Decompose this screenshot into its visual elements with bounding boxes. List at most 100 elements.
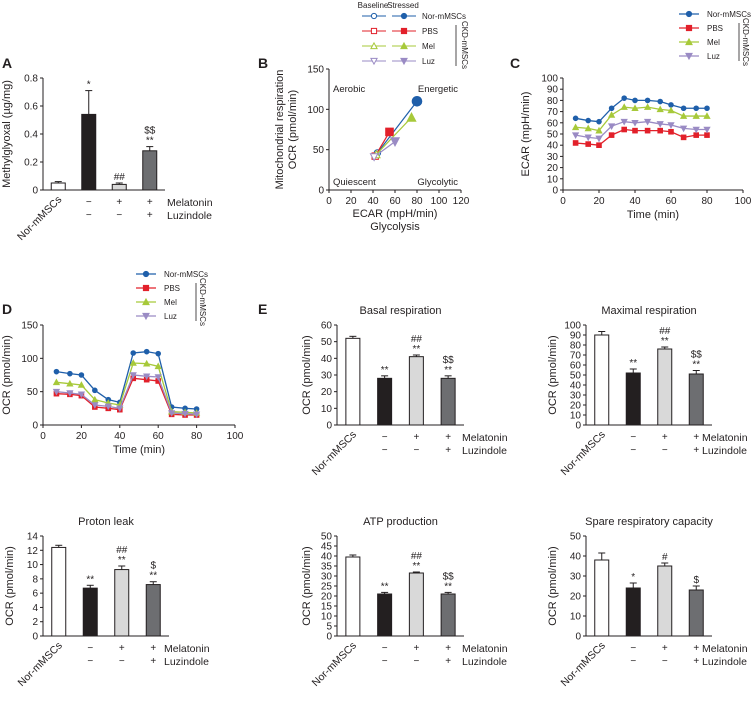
panel-e2-y-label: OCR (pmol/min) <box>547 335 559 414</box>
panel-e4-treat-luzindole-mark: − <box>413 656 419 667</box>
panel-e4-y-tick-label: 15 <box>321 602 333 613</box>
panel-b-quadrant-aerobic: Aerobic <box>333 84 365 95</box>
panel-e4-bar <box>440 593 456 637</box>
panel-b-baseline-point <box>369 153 379 162</box>
panel-c-y-tick-label: 40 <box>547 141 559 152</box>
panel-e1-treat-melatonin-mark: + <box>413 432 419 443</box>
panel-d-x-tick-label: 40 <box>114 431 126 442</box>
panel-e2-treat-luzindole-mark: − <box>662 445 668 456</box>
panel-b-x-tick-label: 80 <box>411 196 423 207</box>
panel-d-data-point <box>104 403 112 411</box>
panel-d-legend-marker <box>142 297 150 306</box>
panel-d-data-point <box>78 372 85 378</box>
panel-c-data-point <box>667 122 675 129</box>
panel-c-y-tick-label: 60 <box>547 118 559 129</box>
panel-c-data-point <box>703 112 711 119</box>
panel-a-treat-melatonin-mark: + <box>116 197 122 208</box>
panel-b-series-line <box>376 100 418 154</box>
panel-c-data-point <box>704 105 710 112</box>
panel-c-x-tick-label: 60 <box>665 196 677 207</box>
panel-e2-treat-luzindole-mark: − <box>630 445 636 456</box>
panel-b-quadrant-energetic: Energetic <box>418 84 458 95</box>
panel-d-series-line <box>56 351 197 410</box>
panel-e3-treat-luzindole-label: Luzindole <box>164 656 209 668</box>
panel-c-data-point <box>657 98 664 105</box>
panel-e3-bar <box>82 587 98 637</box>
panel-e3-y-label: OCR (pmol/min) <box>4 546 16 625</box>
panel-c-y-tick-label: 0 <box>552 186 558 197</box>
panel-c-data-point <box>596 142 602 148</box>
panel-d-y-tick-label: 100 <box>21 354 38 365</box>
panel-b-legend-header-baseline: Baseline <box>358 1 389 10</box>
panel-b-stressed-point <box>411 95 423 107</box>
panel-d-data-point <box>130 350 137 356</box>
panel-d-data-point <box>77 381 86 388</box>
panel-e3-treat-melatonin-label: Melatonin <box>164 643 210 655</box>
panel-c-data-point <box>643 103 652 110</box>
panel-d-x-label: Time (min) <box>113 444 165 456</box>
panel-e5-bar <box>688 589 704 637</box>
panel-e5-treat-luzindole-label: Luzindole <box>702 656 747 668</box>
panel-e3-treat-luzindole-mark: − <box>87 656 93 667</box>
panel-c-data-point <box>621 126 628 133</box>
panel-b-legend-entry: PBS <box>422 27 438 36</box>
panel-e1-treat-luzindole-mark: − <box>382 445 388 456</box>
panel-d-data-point <box>116 405 124 413</box>
panel-d-data-point <box>92 387 98 394</box>
panel-b-y-tick-label: 50 <box>313 145 325 156</box>
panel-e4-y-tick-label: 25 <box>321 582 333 593</box>
panel-c-data-point <box>571 123 580 131</box>
panel-e1-group-label: Nor-mMSCs <box>310 429 359 478</box>
panel-e4-title: ATP production <box>363 516 438 528</box>
panel-a-treat-melatonin-label: Melatonin <box>167 197 213 209</box>
panel-b-x-tick-label: 100 <box>431 196 448 207</box>
panel-e2-bar <box>688 373 704 426</box>
panel-d-legend-entry: Mel <box>164 298 177 307</box>
panel-c-data-point <box>703 126 711 134</box>
panel-b-y-label: Mitochondrial respiration <box>274 70 286 190</box>
panel-e1-bar <box>345 337 361 426</box>
panel-e3-y-tick-label: 2 <box>32 617 38 628</box>
panel-b-y-tick-label: 150 <box>307 65 324 76</box>
panel-a-treat-luzindole-mark: − <box>116 210 122 221</box>
panel-e3-y-tick-label: 0 <box>32 632 38 643</box>
panel-label-c: C <box>510 55 520 71</box>
panel-c-data-point <box>704 132 710 138</box>
panel-e4-treat-luzindole-mark: + <box>445 656 451 667</box>
panel-c-data-point <box>679 112 688 119</box>
panel-a-y-tick-label: 0 <box>32 186 38 197</box>
panel-e4-y-tick-label: 20 <box>321 592 333 603</box>
panel-b-legend-marker-baseline <box>370 57 378 66</box>
panel-d-data-point <box>52 378 61 386</box>
panel-e5-significance-mark: * <box>631 572 635 583</box>
panel-e4-y-tick-label: 5 <box>326 622 332 633</box>
panel-e2-treat-luzindole-label: Luzindole <box>702 445 747 457</box>
panel-d-series-line <box>56 362 197 414</box>
panel-e3-y-tick-label: 4 <box>32 603 38 614</box>
panel-c-data-point <box>572 115 579 122</box>
panel-b-x-label: ECAR (mpH/min) <box>353 208 438 220</box>
panel-c-data-point <box>572 140 579 146</box>
panel-e5-treat-luzindole-mark: − <box>630 656 636 667</box>
panel-c-legend-entry: Nor-mMSCs <box>707 10 751 19</box>
panel-d-data-point <box>181 410 189 418</box>
panel-b-x-tick-label: 0 <box>326 196 332 207</box>
panel-b-stressed-point <box>385 127 394 137</box>
panel-e4-treat-melatonin-label: Melatonin <box>462 643 508 655</box>
panel-e4-significance-mark: $$ <box>443 571 455 582</box>
panel-c-data-point <box>680 105 687 112</box>
panel-c-data-point <box>644 127 651 134</box>
panel-d-data-point <box>192 411 201 419</box>
panel-d-data-point <box>67 370 73 377</box>
panel-e1-y-tick-label: 20 <box>321 387 333 398</box>
panel-d-data-point <box>66 379 74 387</box>
panel-e5-treat-melatonin-label: Melatonin <box>702 643 748 655</box>
panel-e5-treat-luzindole-mark: − <box>662 656 668 667</box>
panel-e1-y-tick-label: 60 <box>321 321 333 332</box>
panel-a-y-tick-label: 0.2 <box>24 158 38 169</box>
panel-c-legend-marker <box>685 52 693 61</box>
panel-e2-treat-melatonin-mark: + <box>662 432 668 443</box>
panel-e2-y-tick-label: 20 <box>570 401 582 412</box>
panel-d-legend-marker <box>142 312 150 321</box>
panel-b-legend-marker-stressed <box>400 57 408 66</box>
